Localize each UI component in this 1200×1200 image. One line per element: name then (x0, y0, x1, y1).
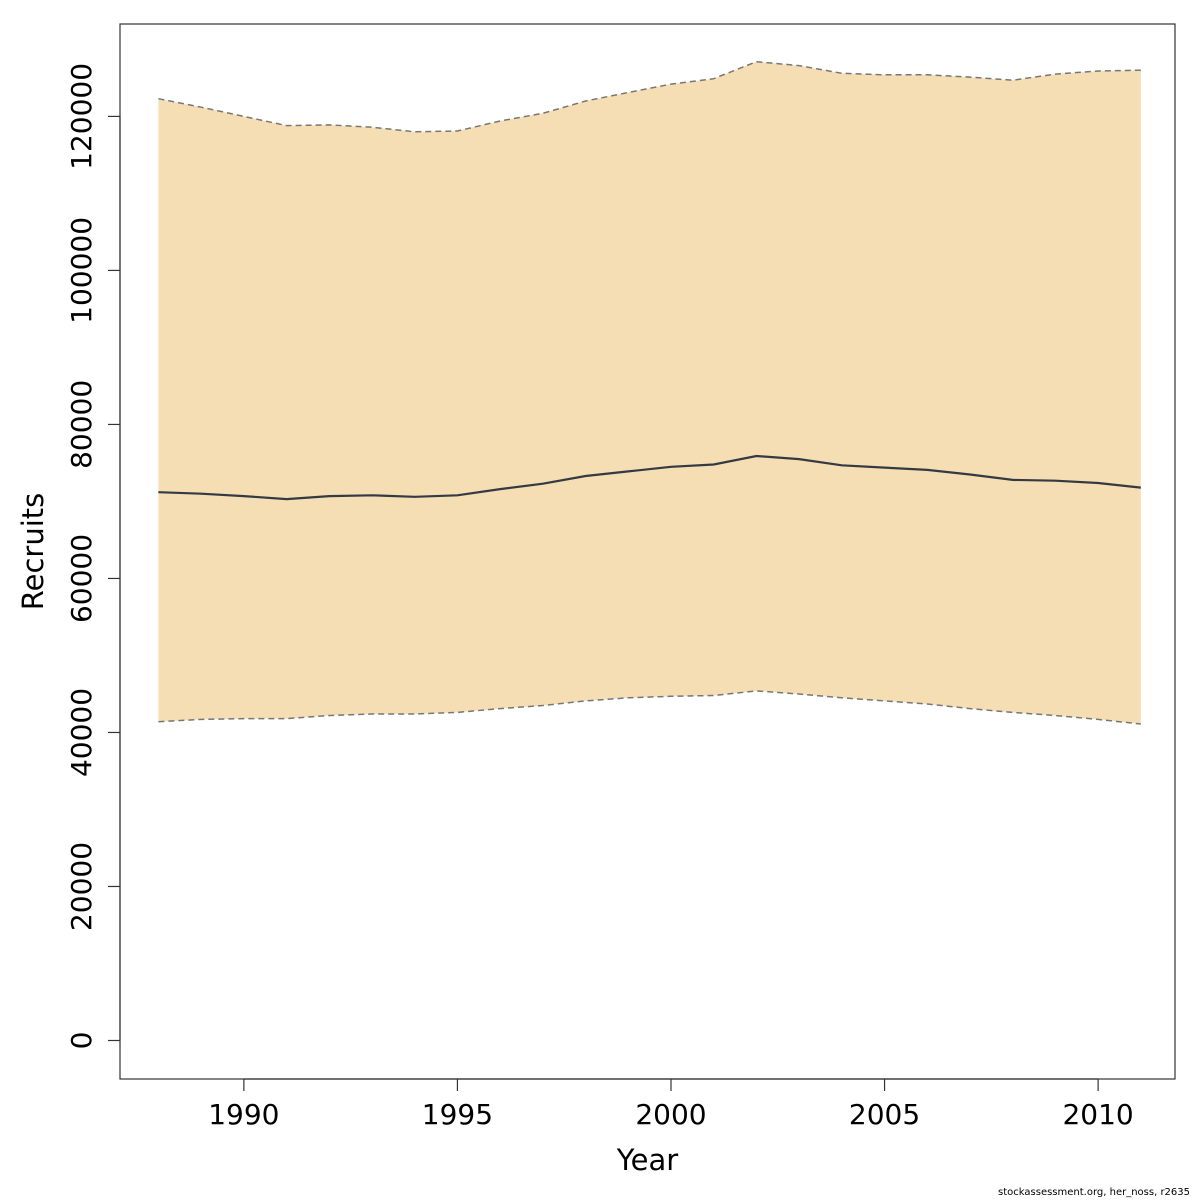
x-axis-title: Year (616, 1143, 678, 1177)
x-tick-label: 1995 (422, 1098, 493, 1131)
y-axis: 0 20000 40000 60000 80000 100000 120000 (65, 63, 121, 1050)
x-tick-label: 2005 (849, 1098, 920, 1131)
upper-bound-line (158, 60, 1141, 133)
y-tick-label: 0 (65, 1032, 98, 1050)
y-tick-label: 100000 (65, 217, 98, 324)
x-tick-label: 2010 (1062, 1098, 1133, 1131)
x-axis: 1990 1995 2000 2005 2010 (208, 1078, 1134, 1131)
y-tick-label: 20000 (65, 842, 98, 931)
y-tick-label: 60000 (65, 534, 98, 623)
x-tick-label: 2000 (635, 1098, 706, 1131)
lower-bound-line (158, 690, 1141, 725)
y-tick-label: 80000 (65, 380, 98, 469)
y-axis-title: Recruits (16, 493, 50, 610)
y-tick-label: 40000 (65, 688, 98, 777)
confidence-band (158, 61, 1141, 724)
credit-text: stockassessment.org, her_noss, r2635 (998, 1187, 1190, 1198)
y-tick-label: 120000 (65, 63, 98, 170)
x-tick-label: 1990 (208, 1098, 279, 1131)
estimate-line (158, 454, 1141, 501)
